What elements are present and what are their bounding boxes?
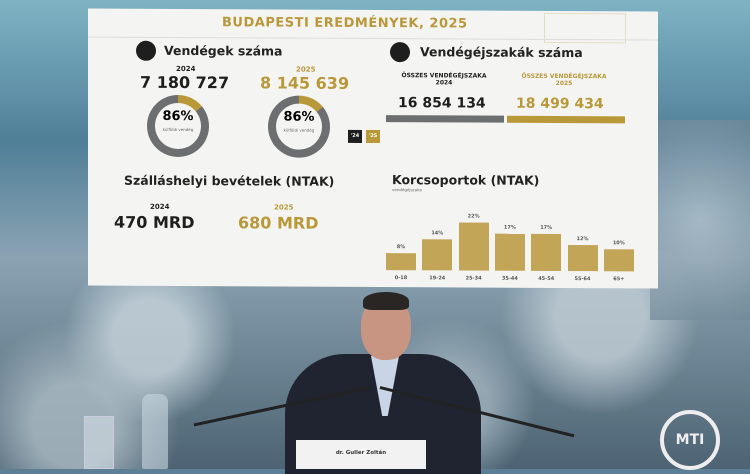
nights-2024-bar	[386, 115, 504, 123]
bar-45-54	[531, 233, 562, 271]
revenue-heading: Szálláshelyi bevételek (NTAK)	[124, 172, 335, 189]
donut-2025: 86% külföldi vendég	[268, 95, 330, 158]
bar-0-18	[386, 252, 416, 271]
mti-logo: MTI	[660, 410, 720, 470]
nights-2024-value: 16 854 134	[398, 95, 486, 112]
presentation-slide: BUDAPESTI EREDMÉNYEK, 2025 Vendégek szám…	[88, 8, 658, 289]
bar-55-64	[567, 244, 598, 272]
bar-35-44	[494, 233, 525, 271]
nameplate: dr. Guller Zoltán	[296, 440, 426, 469]
year: 2025	[274, 203, 294, 212]
category-label: 55-64	[574, 276, 591, 283]
legend-2025: '25	[366, 129, 380, 144]
year: 2025	[555, 79, 573, 88]
nights-2025-value: 18 499 434	[516, 95, 604, 113]
bar-value-label: 10%	[612, 240, 625, 247]
revenue-2025-value: 680 MRD	[238, 213, 319, 233]
category-label: 35-44	[501, 275, 518, 282]
nights-2025-bar	[507, 115, 625, 124]
bar-65+	[603, 249, 634, 272]
year: 2024	[435, 79, 453, 87]
bar-value-label: 17%	[540, 224, 553, 231]
bar-value-label: 8%	[396, 243, 406, 250]
donut-pct: 86%	[162, 108, 194, 125]
bar-value-label: 12%	[576, 235, 589, 242]
chart-title: Korcsoportok (NTAK)	[392, 172, 540, 188]
guests-2025-value: 8 145 639	[260, 73, 350, 93]
nights-2025-label: ÖSSZES VENDÉGÉJSZAKA 2025	[506, 73, 622, 88]
guests-heading: Vendégek száma	[164, 42, 283, 59]
nights-heading: Vendégéjszakák száma	[420, 44, 583, 61]
donut-label: külföldi vendég	[162, 126, 194, 133]
year: 2024	[150, 202, 170, 211]
legend-2024: '24	[348, 129, 362, 143]
guests-2024-value: 7 180 727	[140, 72, 230, 93]
bar-value-label: 17%	[503, 224, 516, 231]
category-label: 25-34	[465, 275, 482, 282]
category-label: 0-18	[394, 275, 408, 282]
speaker-name: dr. Guller Zoltán	[335, 450, 387, 456]
year-2025: 2025	[296, 65, 316, 74]
category-label: 19-24	[429, 275, 446, 282]
water-glass	[84, 416, 114, 469]
chart-subtitle: vendégéjszaka	[392, 187, 422, 193]
donut-2024: 86% külföldi vendég	[147, 94, 209, 158]
year-2024: 2024	[176, 64, 196, 74]
moon-icon	[390, 42, 410, 63]
water-bottle	[142, 394, 168, 469]
bar-25-34	[458, 222, 489, 271]
bar-value-label: 22%	[467, 213, 480, 220]
bar-19-24	[422, 239, 453, 271]
age-group-bar-chart: 8% 0-18 14% 19-24 22% 25-34 17% 35-44 17% 45-54 12…	[384, 200, 644, 283]
nights-2024-label: ÖSSZES VENDÉGÉJSZAKA 2024	[386, 72, 502, 87]
category-label: 65+	[613, 276, 625, 283]
category-label: 45-54	[538, 275, 555, 282]
person-icon	[136, 40, 156, 61]
slide-title: BUDAPESTI EREDMÉNYEK, 2025	[222, 15, 468, 32]
bar-value-label: 14%	[431, 230, 444, 237]
donut-pct: 86%	[283, 109, 315, 125]
revenue-2024-value: 470 MRD	[114, 212, 195, 233]
donut-label: külföldi vendég	[283, 127, 315, 133]
